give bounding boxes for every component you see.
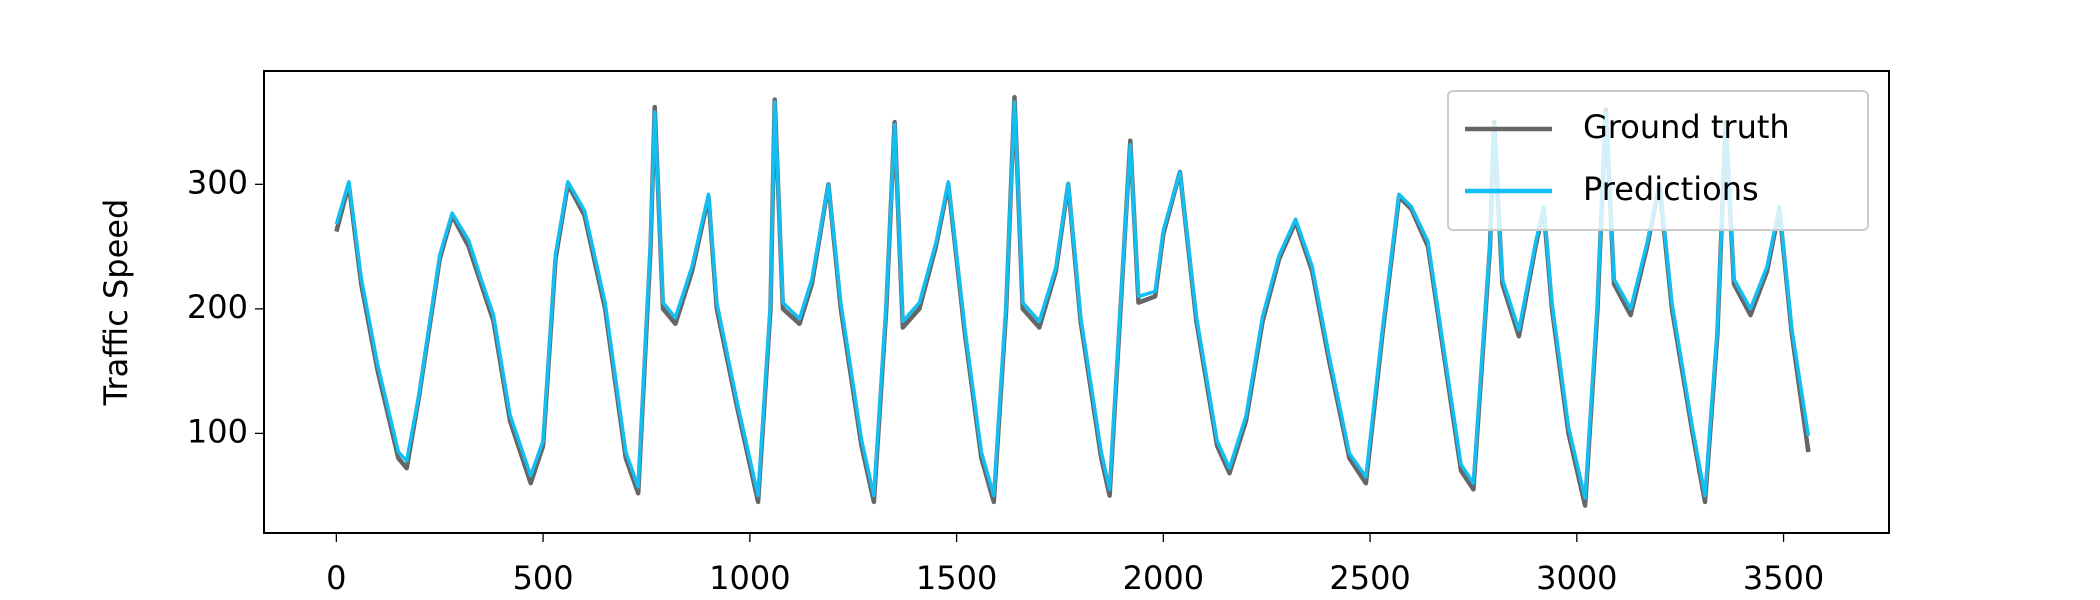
x-tick-label: 1000 (709, 559, 790, 597)
y-tick-label: 300 (187, 163, 248, 201)
x-tick-label: 2000 (1123, 559, 1204, 597)
x-tick-label: 3000 (1536, 559, 1617, 597)
plot-frame (263, 70, 1890, 534)
series-line (334, 100, 1811, 500)
legend-box (1447, 90, 1869, 231)
x-tick-label: 500 (513, 559, 574, 597)
x-tick-label: 2500 (1329, 559, 1410, 597)
y-tick-label: 200 (187, 288, 248, 326)
legend-label: Ground truth (1583, 108, 1790, 146)
x-tick-label: 0 (326, 559, 346, 597)
legend-label: Predictions (1583, 170, 1759, 208)
x-tick-label: 1500 (916, 559, 997, 597)
y-axis-label: Traffic Speed (97, 199, 135, 407)
x-tick-label: 3500 (1743, 559, 1824, 597)
y-tick-label: 100 (187, 412, 248, 450)
